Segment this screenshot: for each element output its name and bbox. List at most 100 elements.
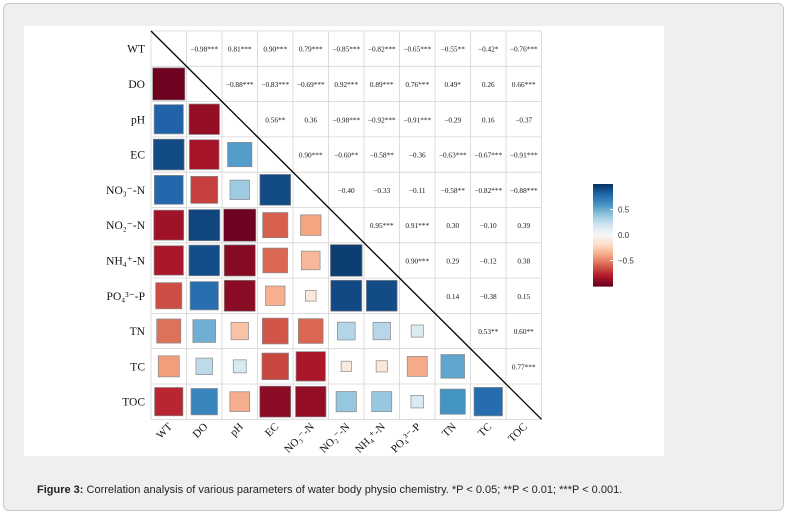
heatmap-cell <box>365 279 398 312</box>
colorbar-segment <box>593 184 613 187</box>
colorbar-segment <box>593 187 613 190</box>
column-label: DO <box>191 421 211 441</box>
heatmap-cell <box>153 175 184 205</box>
coefficient-label: 0.53** <box>478 327 498 336</box>
coefficient-label: 0.90*** <box>299 151 323 160</box>
coefficient-label: 0.14 <box>446 292 459 301</box>
column-label: WT <box>154 421 175 442</box>
coefficient-label: −0.10 <box>480 221 497 230</box>
coefficient-label: −0.91*** <box>510 151 538 160</box>
colorbar-segment <box>593 202 613 205</box>
colorbar-segment <box>593 267 613 270</box>
colorbar-segment <box>593 235 613 238</box>
heatmap-cell <box>375 360 388 373</box>
coefficient-label: −0.83*** <box>261 80 289 89</box>
coefficient-label: 0.16 <box>482 115 495 124</box>
colorbar-segment <box>593 255 613 258</box>
colorbar-segment <box>593 211 613 214</box>
heatmap-cell <box>439 388 466 415</box>
colorbar-segment <box>593 190 613 194</box>
colorbar-segment <box>593 219 613 222</box>
row-label: DO <box>128 79 145 91</box>
heatmap-cell <box>152 138 185 171</box>
heatmap-cell <box>262 212 289 239</box>
colorbar-segment <box>593 257 613 260</box>
coefficient-label: 0.56** <box>265 115 285 124</box>
heatmap-cell <box>154 387 184 417</box>
heatmap-cell <box>188 209 221 242</box>
heatmap-cell <box>189 281 219 311</box>
heatmap-cell <box>262 247 288 274</box>
colorbar-segment <box>593 185 613 188</box>
coefficient-label: 0.15 <box>517 292 530 301</box>
heatmap-cell <box>300 214 322 236</box>
correlation-heatmap: −0.98*** 0.81*** 0.90*** 0.79*** −0.85*** −0.… <box>106 30 634 456</box>
column-label: EC <box>263 421 281 439</box>
row-label: WT <box>127 44 145 56</box>
coefficient-label: 0.36 <box>304 115 317 124</box>
colorbar-segment <box>593 204 613 207</box>
colorbar-segment <box>593 209 613 212</box>
heatmap-cell <box>371 391 393 413</box>
colorbar-segment <box>593 238 613 241</box>
heatmap-cell <box>301 250 321 271</box>
row-label: NO₂⁻-N <box>106 220 146 232</box>
coefficient-label: −0.63*** <box>439 151 467 160</box>
column-label: pH <box>228 421 246 439</box>
heatmap-cell <box>330 279 363 312</box>
colorbar-segment <box>593 272 613 275</box>
heatmap-cell <box>410 395 424 409</box>
heatmap-cell <box>190 388 218 416</box>
heatmap-cell <box>190 176 219 204</box>
heatmap-cell <box>372 321 391 341</box>
colorbar-segment <box>593 270 613 273</box>
coefficient-label: 0.95*** <box>370 221 394 230</box>
heatmap-cell <box>406 355 428 377</box>
column-label: NO₂⁻-N <box>318 421 353 456</box>
heatmap-cell <box>156 318 182 344</box>
heatmap-cell <box>152 67 186 101</box>
column-label: PO₄³⁻-P <box>389 421 423 455</box>
heatmap-cell <box>188 244 220 277</box>
row-label: NH₄⁺-N <box>106 255 146 267</box>
heatmap-cell <box>262 317 289 345</box>
coefficient-label: 0.39 <box>517 221 530 230</box>
colorbar-segment <box>593 279 613 282</box>
caption-label: Figure 3: <box>37 484 84 496</box>
figure-frame: −0.98*** 0.81*** 0.90*** 0.79*** −0.85*** −0.… <box>3 3 784 511</box>
colorbar-segment <box>593 252 613 255</box>
coefficient-label: 0.77*** <box>512 362 536 371</box>
colorbar-tick-label: −0.5 <box>618 257 634 266</box>
coefficient-label: −0.67*** <box>474 151 502 160</box>
colorbar-segment <box>593 189 613 192</box>
heatmap-cell <box>195 357 213 375</box>
heatmap-cell <box>298 318 324 344</box>
colorbar-segment <box>593 275 613 279</box>
coefficient-label: 0.90*** <box>405 256 429 265</box>
colorbar-segment <box>593 248 613 251</box>
coefficient-label: −0.69*** <box>297 80 325 89</box>
coefficient-label: −0.82*** <box>368 45 396 54</box>
colorbar-segment <box>593 236 613 239</box>
colorbar-segment <box>593 212 613 216</box>
coefficient-label: 0.90*** <box>263 45 287 54</box>
column-label: NO₃⁻-N <box>282 421 317 456</box>
row-label: NO₃⁻-N <box>106 185 146 197</box>
heatmap-cell <box>189 139 220 170</box>
column-label: TN <box>440 421 459 440</box>
colorbar-segment <box>593 194 613 197</box>
heatmap-cell <box>223 279 256 312</box>
colorbar-segment <box>593 223 613 226</box>
heatmap-cell <box>153 104 184 135</box>
colorbar-segment <box>593 246 613 250</box>
colorbar-segment <box>593 229 613 233</box>
coefficient-label: −0.98*** <box>332 115 360 124</box>
heatmap-cell <box>410 324 424 338</box>
heatmap-cell <box>265 285 286 306</box>
colorbar-segment <box>593 218 613 221</box>
colorbar-segment <box>593 207 613 211</box>
colorbar-tick-label: 0.0 <box>618 231 630 240</box>
coefficient-label: 0.60** <box>514 327 534 336</box>
coefficient-label: −0.88*** <box>226 80 254 89</box>
row-label: TOC <box>122 397 145 409</box>
